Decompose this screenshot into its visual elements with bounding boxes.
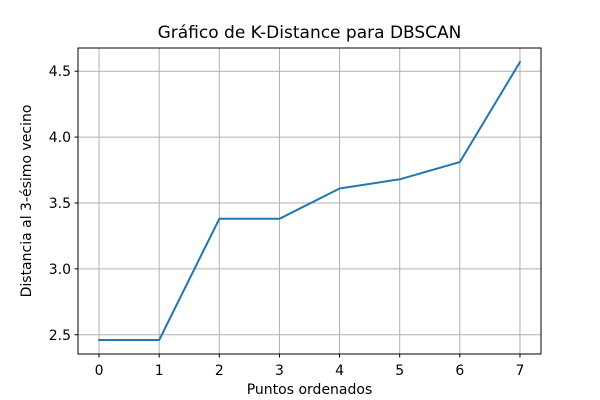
svg-text:3: 3 — [275, 363, 284, 379]
svg-text:4.5: 4.5 — [49, 64, 71, 80]
svg-text:6: 6 — [455, 363, 464, 379]
x-axis-label: Puntos ordenados — [247, 382, 373, 398]
axis-tick-labels: 0 1 2 3 4 5 6 7 2.5 3.0 3.5 4.0 4.5 — [49, 64, 525, 379]
gridlines — [78, 48, 541, 354]
svg-text:4: 4 — [335, 363, 344, 379]
svg-text:0: 0 — [95, 363, 104, 379]
svg-text:3.5: 3.5 — [49, 196, 71, 212]
chart-title: Gráfico de K-Distance para DBSCAN — [158, 23, 462, 43]
svg-text:3.0: 3.0 — [49, 262, 71, 278]
svg-text:1: 1 — [155, 363, 164, 379]
axis-ticks — [74, 70, 521, 358]
svg-text:5: 5 — [395, 363, 404, 379]
svg-text:2.5: 2.5 — [49, 328, 71, 344]
svg-text:7: 7 — [515, 363, 524, 379]
k-distance-line — [98, 61, 521, 341]
svg-text:4.0: 4.0 — [49, 130, 71, 146]
y-axis-label: Distancia al 3-ésimo vecino — [19, 105, 35, 298]
svg-text:2: 2 — [215, 363, 224, 379]
plot-border — [77, 47, 542, 355]
